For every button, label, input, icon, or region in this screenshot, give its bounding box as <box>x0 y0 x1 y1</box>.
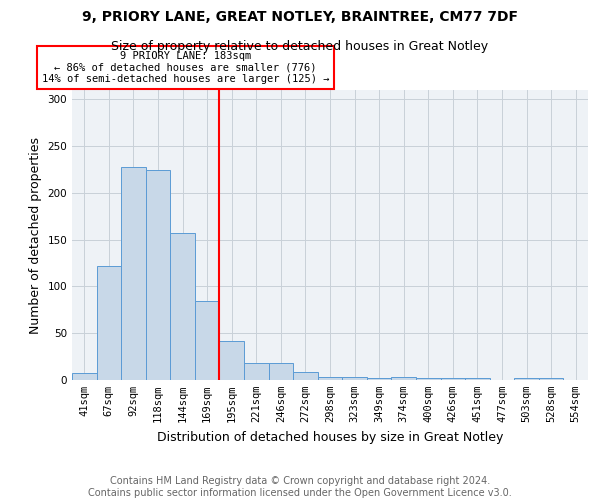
Bar <box>97 266 121 380</box>
Bar <box>293 372 318 380</box>
Text: 9, PRIORY LANE, GREAT NOTLEY, BRAINTREE, CM77 7DF: 9, PRIORY LANE, GREAT NOTLEY, BRAINTREE,… <box>82 10 518 24</box>
Bar <box>391 377 416 380</box>
Bar <box>440 378 465 380</box>
Bar <box>416 378 440 380</box>
Y-axis label: Number of detached properties: Number of detached properties <box>29 136 42 334</box>
X-axis label: Distribution of detached houses by size in Great Notley: Distribution of detached houses by size … <box>157 430 503 444</box>
Bar <box>220 340 244 380</box>
Text: Contains HM Land Registry data © Crown copyright and database right 2024.
Contai: Contains HM Land Registry data © Crown c… <box>88 476 512 498</box>
Bar <box>465 378 490 380</box>
Text: Size of property relative to detached houses in Great Notley: Size of property relative to detached ho… <box>112 40 488 53</box>
Bar <box>146 170 170 380</box>
Bar <box>170 233 195 380</box>
Bar <box>244 363 269 380</box>
Bar <box>367 378 391 380</box>
Bar <box>318 377 342 380</box>
Bar <box>514 378 539 380</box>
Bar <box>269 363 293 380</box>
Bar <box>342 377 367 380</box>
Bar <box>121 166 146 380</box>
Bar <box>195 302 220 380</box>
Text: 9 PRIORY LANE: 183sqm
← 86% of detached houses are smaller (776)
14% of semi-det: 9 PRIORY LANE: 183sqm ← 86% of detached … <box>42 51 329 84</box>
Bar <box>72 374 97 380</box>
Bar <box>539 378 563 380</box>
